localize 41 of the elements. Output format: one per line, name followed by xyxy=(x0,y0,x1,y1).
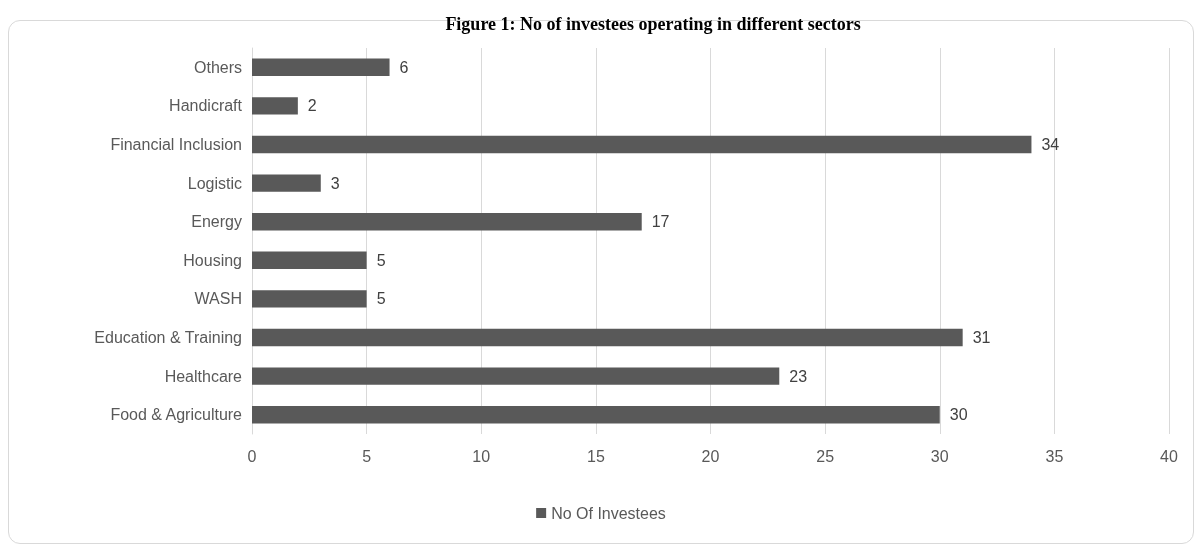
y-tick-label: Food & Agriculture xyxy=(110,406,243,424)
bar xyxy=(252,251,367,269)
data-label: 6 xyxy=(399,58,409,76)
data-label: 5 xyxy=(376,251,386,269)
x-tick-label: 20 xyxy=(701,447,720,465)
data-label: 30 xyxy=(949,406,968,424)
bar xyxy=(252,290,367,308)
bar xyxy=(252,58,390,76)
y-tick-label: Handicraft xyxy=(169,97,243,115)
bar xyxy=(252,367,780,385)
y-tick-label: Financial Inclusion xyxy=(110,136,242,153)
data-label: 2 xyxy=(307,97,317,115)
data-label: 31 xyxy=(972,329,991,346)
y-tick-label: Healthcare xyxy=(164,367,243,385)
x-tick-label: 30 xyxy=(930,447,949,465)
y-tick-label: Others xyxy=(193,58,242,76)
x-tick-label: 5 xyxy=(362,447,372,465)
bar xyxy=(252,174,321,192)
y-tick-label: Education & Training xyxy=(94,329,242,346)
x-tick-label: 40 xyxy=(1160,447,1178,465)
bar xyxy=(252,213,642,231)
legend-label: No Of Investees xyxy=(551,504,666,522)
bar xyxy=(252,406,940,424)
y-tick-label: Housing xyxy=(183,251,242,269)
chart-title: Figure 1: No of investees operating in different sectors xyxy=(445,14,861,34)
data-label: 5 xyxy=(376,290,386,308)
y-tick-label: Logistic xyxy=(187,174,242,192)
y-tick-label: Energy xyxy=(191,213,242,231)
bar xyxy=(252,135,1032,154)
x-tick-label: 0 xyxy=(247,447,257,465)
bar xyxy=(252,97,298,115)
y-tick-label: WASH xyxy=(194,290,242,308)
data-label: 17 xyxy=(651,213,670,231)
x-tick-label: 15 xyxy=(586,447,605,465)
x-tick-label: 10 xyxy=(472,447,491,465)
data-label: 3 xyxy=(330,174,340,192)
x-tick-label: 35 xyxy=(1045,447,1064,465)
bar xyxy=(252,328,963,347)
data-label: 23 xyxy=(789,367,808,385)
x-tick-label: 25 xyxy=(816,447,835,465)
data-label: 34 xyxy=(1041,136,1060,153)
